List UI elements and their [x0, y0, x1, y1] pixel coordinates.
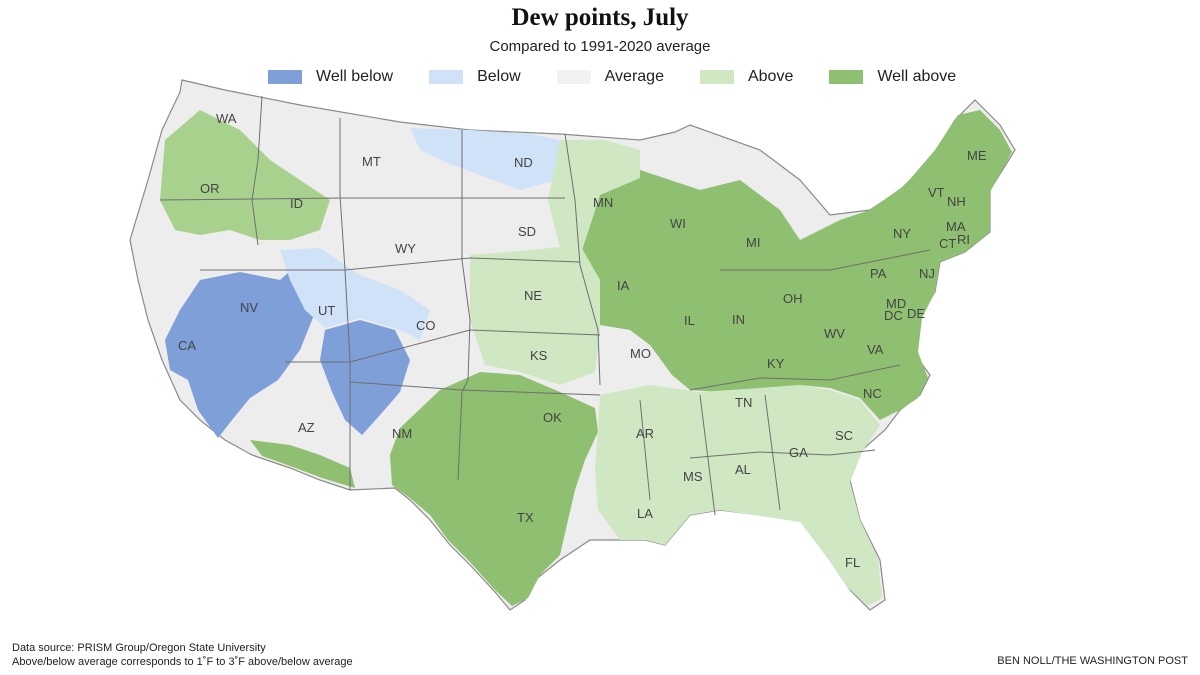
legend-label: Well below: [316, 68, 394, 85]
legend-item-above: Above: [699, 68, 794, 86]
state-label-il: IL: [684, 313, 695, 328]
state-label-ks: KS: [530, 348, 548, 363]
legend: Well below Below Average Above Well abov…: [268, 66, 992, 88]
state-label-ct: CT: [939, 236, 956, 251]
region-below-mountain: [280, 248, 430, 340]
region-well-below-four-corners: [320, 320, 410, 435]
state-label-vt: VT: [928, 185, 945, 200]
footer-notes: Data source: PRISM Group/Oregon State Un…: [12, 641, 353, 669]
region-well-above-southwest: [390, 372, 598, 606]
state-label-ny: NY: [893, 226, 911, 241]
legend-item-well-below: Well below: [268, 68, 393, 86]
border-southern-lat: [285, 329, 601, 363]
state-label-az: AZ: [298, 420, 315, 435]
region-below-north-dakota: [410, 128, 560, 190]
state-label-mt: MT: [362, 154, 381, 169]
legend-label: Average: [604, 68, 664, 85]
region-well-above-az-border: [250, 440, 355, 488]
border-northern-lat: [159, 197, 565, 201]
state-label-ma: MA: [946, 219, 966, 234]
map-subtitle: Compared to 1991-2020 average: [489, 38, 711, 55]
state-label-ms: MS: [683, 469, 703, 484]
anomaly-regions: [160, 110, 1012, 606]
state-label-me: ME: [967, 148, 987, 163]
border-pacific-inland: [251, 95, 263, 246]
state-labels: WA OR CA NV ID MT WY UT AZ CO NM ND SD N…: [178, 111, 987, 570]
state-label-md: MD: [886, 296, 906, 311]
state-label-de: DE: [907, 306, 925, 321]
state-label-nj: NJ: [919, 266, 935, 281]
state-label-va: VA: [867, 342, 884, 357]
state-label-pa: PA: [870, 266, 887, 281]
state-borders: [159, 95, 931, 516]
state-label-nv: NV: [240, 300, 258, 315]
state-label-ut: UT: [318, 303, 335, 318]
region-above-pacific-northwest: [160, 110, 330, 240]
credit-line: BEN NOLL/THE WASHINGTON POST: [997, 655, 1188, 667]
region-well-above-east: [582, 110, 1012, 420]
state-label-co: CO: [416, 318, 436, 333]
legend-item-well-above: Well above: [829, 68, 956, 86]
legend-label: Below: [477, 68, 521, 85]
border-central-lat: [200, 257, 581, 271]
region-above-southeast: [595, 385, 882, 606]
border-ne-states: [720, 249, 931, 271]
state-label-sc: SC: [835, 428, 853, 443]
state-label-ga: GA: [789, 445, 808, 460]
state-label-fl: FL: [845, 555, 860, 570]
data-source-note: Data source: PRISM Group/Oregon State Un…: [12, 642, 266, 654]
border-ohio-valley: [689, 364, 901, 391]
state-label-tn: TN: [735, 395, 752, 410]
state-label-nm: NM: [392, 426, 412, 441]
border-great-plains: [564, 133, 601, 386]
legend-swatch: [556, 70, 591, 84]
border-front-range: [457, 130, 471, 481]
state-label-mo: MO: [630, 346, 651, 361]
state-label-al: AL: [735, 462, 751, 477]
state-label-wa: WA: [216, 111, 237, 126]
border-gulf-states: [639, 394, 781, 516]
state-label-wy: WY: [395, 241, 416, 256]
region-above-plains: [470, 245, 600, 385]
legend-item-average: Average: [556, 68, 664, 86]
state-label-nh: NH: [947, 194, 966, 209]
state-label-sd: SD: [518, 224, 536, 239]
state-label-ok: OK: [543, 410, 562, 425]
map-title: Dew points, July: [511, 4, 689, 31]
state-label-dc: DC: [884, 308, 903, 323]
state-label-tx: TX: [517, 510, 534, 525]
legend-label: Well above: [877, 68, 957, 85]
state-label-oh: OH: [783, 291, 803, 306]
region-above-minnesota: [548, 140, 640, 250]
state-label-wv: WV: [824, 326, 845, 341]
state-label-ia: IA: [617, 278, 630, 293]
legend-swatch: [699, 70, 734, 84]
state-label-la: LA: [637, 506, 653, 521]
state-label-or: OR: [200, 181, 220, 196]
state-label-ar: AR: [636, 426, 654, 441]
state-label-wi: WI: [670, 216, 686, 231]
state-label-nc: NC: [863, 386, 882, 401]
legend-swatch: [429, 70, 464, 84]
state-label-in: IN: [732, 312, 745, 327]
state-label-id: ID: [290, 196, 303, 211]
state-label-nd: ND: [514, 155, 533, 170]
region-well-below-nevada: [165, 262, 320, 438]
state-label-ca: CA: [178, 338, 196, 353]
state-label-mn: MN: [593, 195, 613, 210]
legend-swatch: [268, 70, 302, 84]
state-label-ky: KY: [767, 356, 785, 371]
state-label-mi: MI: [746, 235, 760, 250]
legend-label: Above: [747, 68, 794, 85]
anomaly-definition-note: Above/below average corresponds to 1˚F t…: [12, 656, 353, 668]
state-label-ri: RI: [957, 232, 970, 247]
legend-item-below: Below: [429, 68, 521, 86]
state-label-ne: NE: [524, 288, 542, 303]
border-southwest-lat: [349, 381, 601, 396]
border-southeast-lat: [689, 449, 876, 459]
legend-swatch: [829, 70, 864, 84]
